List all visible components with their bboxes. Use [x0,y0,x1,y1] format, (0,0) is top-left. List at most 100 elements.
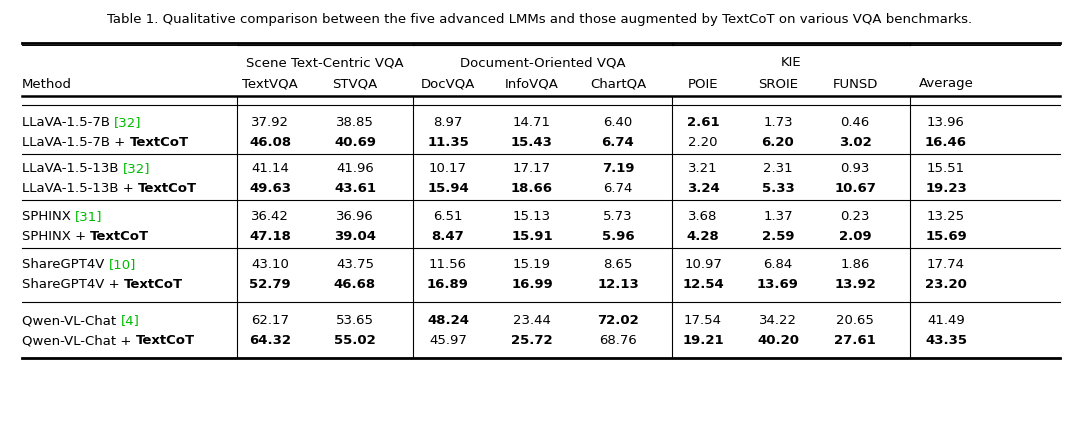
Text: 8.47: 8.47 [432,230,464,243]
Text: POIE: POIE [688,78,718,90]
Text: 13.92: 13.92 [834,278,876,291]
Text: DocVQA: DocVQA [421,78,475,90]
Text: Document-Oriented VQA: Document-Oriented VQA [460,57,625,69]
Text: 17.54: 17.54 [684,314,723,327]
Text: 37.92: 37.92 [251,116,289,129]
Text: 23.20: 23.20 [926,278,967,291]
Text: 10.17: 10.17 [429,162,467,175]
Text: 15.69: 15.69 [926,230,967,243]
Text: 15.51: 15.51 [927,162,966,175]
Text: ShareGPT4V +: ShareGPT4V + [22,278,124,291]
Text: 12.54: 12.54 [683,278,724,291]
Text: 3.24: 3.24 [687,182,719,195]
Text: Method: Method [22,78,72,90]
Text: 6.74: 6.74 [602,136,634,149]
Text: 0.46: 0.46 [840,116,869,129]
Text: 6.51: 6.51 [433,210,462,223]
Text: TextVQA: TextVQA [242,78,298,90]
Text: 15.94: 15.94 [427,182,469,195]
Text: 39.04: 39.04 [334,230,376,243]
Text: 10.97: 10.97 [684,258,721,271]
Text: Table 1. Qualitative comparison between the five advanced LMMs and those augment: Table 1. Qualitative comparison between … [107,12,973,25]
Text: 2.61: 2.61 [687,116,719,129]
Text: 46.68: 46.68 [334,278,376,291]
Text: SROIE: SROIE [758,78,798,90]
Text: 45.97: 45.97 [429,334,467,347]
Text: [10]: [10] [109,258,136,271]
Text: Scene Text-Centric VQA: Scene Text-Centric VQA [246,57,404,69]
Text: 53.65: 53.65 [336,314,374,327]
Text: 6.20: 6.20 [761,136,795,149]
Text: 64.32: 64.32 [249,334,291,347]
Text: [32]: [32] [123,162,150,175]
Text: 43.61: 43.61 [334,182,376,195]
Text: 19.23: 19.23 [926,182,967,195]
Text: 7.19: 7.19 [602,162,634,175]
Text: 6.40: 6.40 [604,116,633,129]
Text: 34.22: 34.22 [759,314,797,327]
Text: 43.35: 43.35 [924,334,967,347]
Text: 15.19: 15.19 [513,258,551,271]
Text: 46.08: 46.08 [248,136,292,149]
Text: SPHINX +: SPHINX + [22,230,91,243]
Text: 1.73: 1.73 [764,116,793,129]
Text: 23.44: 23.44 [513,314,551,327]
Text: 13.25: 13.25 [927,210,966,223]
Text: 19.21: 19.21 [683,334,724,347]
Text: FUNSD: FUNSD [833,78,878,90]
Text: 15.13: 15.13 [513,210,551,223]
Text: 1.37: 1.37 [764,210,793,223]
Text: 41.49: 41.49 [927,314,964,327]
Text: [31]: [31] [76,210,103,223]
Text: Qwen-VL-Chat +: Qwen-VL-Chat + [22,334,136,347]
Text: 40.20: 40.20 [757,334,799,347]
Text: 14.71: 14.71 [513,116,551,129]
Text: 36.96: 36.96 [336,210,374,223]
Text: 2.59: 2.59 [761,230,794,243]
Text: TextCoT: TextCoT [138,182,198,195]
Text: LLaVA-1.5-13B: LLaVA-1.5-13B [22,162,123,175]
Text: 41.96: 41.96 [336,162,374,175]
Text: 2.09: 2.09 [839,230,872,243]
Text: 52.79: 52.79 [249,278,291,291]
Text: 68.76: 68.76 [599,334,637,347]
Text: 25.72: 25.72 [511,334,553,347]
Text: 8.97: 8.97 [433,116,462,129]
Text: TextCoT: TextCoT [124,278,183,291]
Text: 3.21: 3.21 [688,162,718,175]
Text: TextCoT: TextCoT [136,334,194,347]
Text: 38.85: 38.85 [336,116,374,129]
Text: 12.13: 12.13 [597,278,639,291]
Text: 13.96: 13.96 [927,116,964,129]
Text: 0.93: 0.93 [840,162,869,175]
Text: 43.75: 43.75 [336,258,374,271]
Text: 15.91: 15.91 [511,230,553,243]
Text: 11.56: 11.56 [429,258,467,271]
Text: ChartQA: ChartQA [590,78,646,90]
Text: 17.17: 17.17 [513,162,551,175]
Text: 4.28: 4.28 [687,230,719,243]
Text: 72.02: 72.02 [597,314,639,327]
Text: 43.10: 43.10 [251,258,289,271]
Text: 20.65: 20.65 [836,314,874,327]
Text: 2.31: 2.31 [764,162,793,175]
Text: 13.69: 13.69 [757,278,799,291]
Text: 1.86: 1.86 [840,258,869,271]
Text: LLaVA-1.5-13B +: LLaVA-1.5-13B + [22,182,138,195]
Text: Average: Average [919,78,973,90]
Text: 27.61: 27.61 [834,334,876,347]
Text: 16.89: 16.89 [427,278,469,291]
Text: 17.74: 17.74 [927,258,966,271]
Text: 16.46: 16.46 [924,136,967,149]
Text: STVQA: STVQA [333,78,378,90]
Text: Qwen-VL-Chat: Qwen-VL-Chat [22,314,120,327]
Text: 49.63: 49.63 [249,182,291,195]
Text: 3.68: 3.68 [688,210,718,223]
Text: 18.66: 18.66 [511,182,553,195]
Text: 16.99: 16.99 [511,278,553,291]
Text: 5.73: 5.73 [604,210,633,223]
Text: InfoVQA: InfoVQA [505,78,559,90]
Text: 41.14: 41.14 [251,162,289,175]
Text: 48.24: 48.24 [427,314,469,327]
Text: 10.67: 10.67 [834,182,876,195]
